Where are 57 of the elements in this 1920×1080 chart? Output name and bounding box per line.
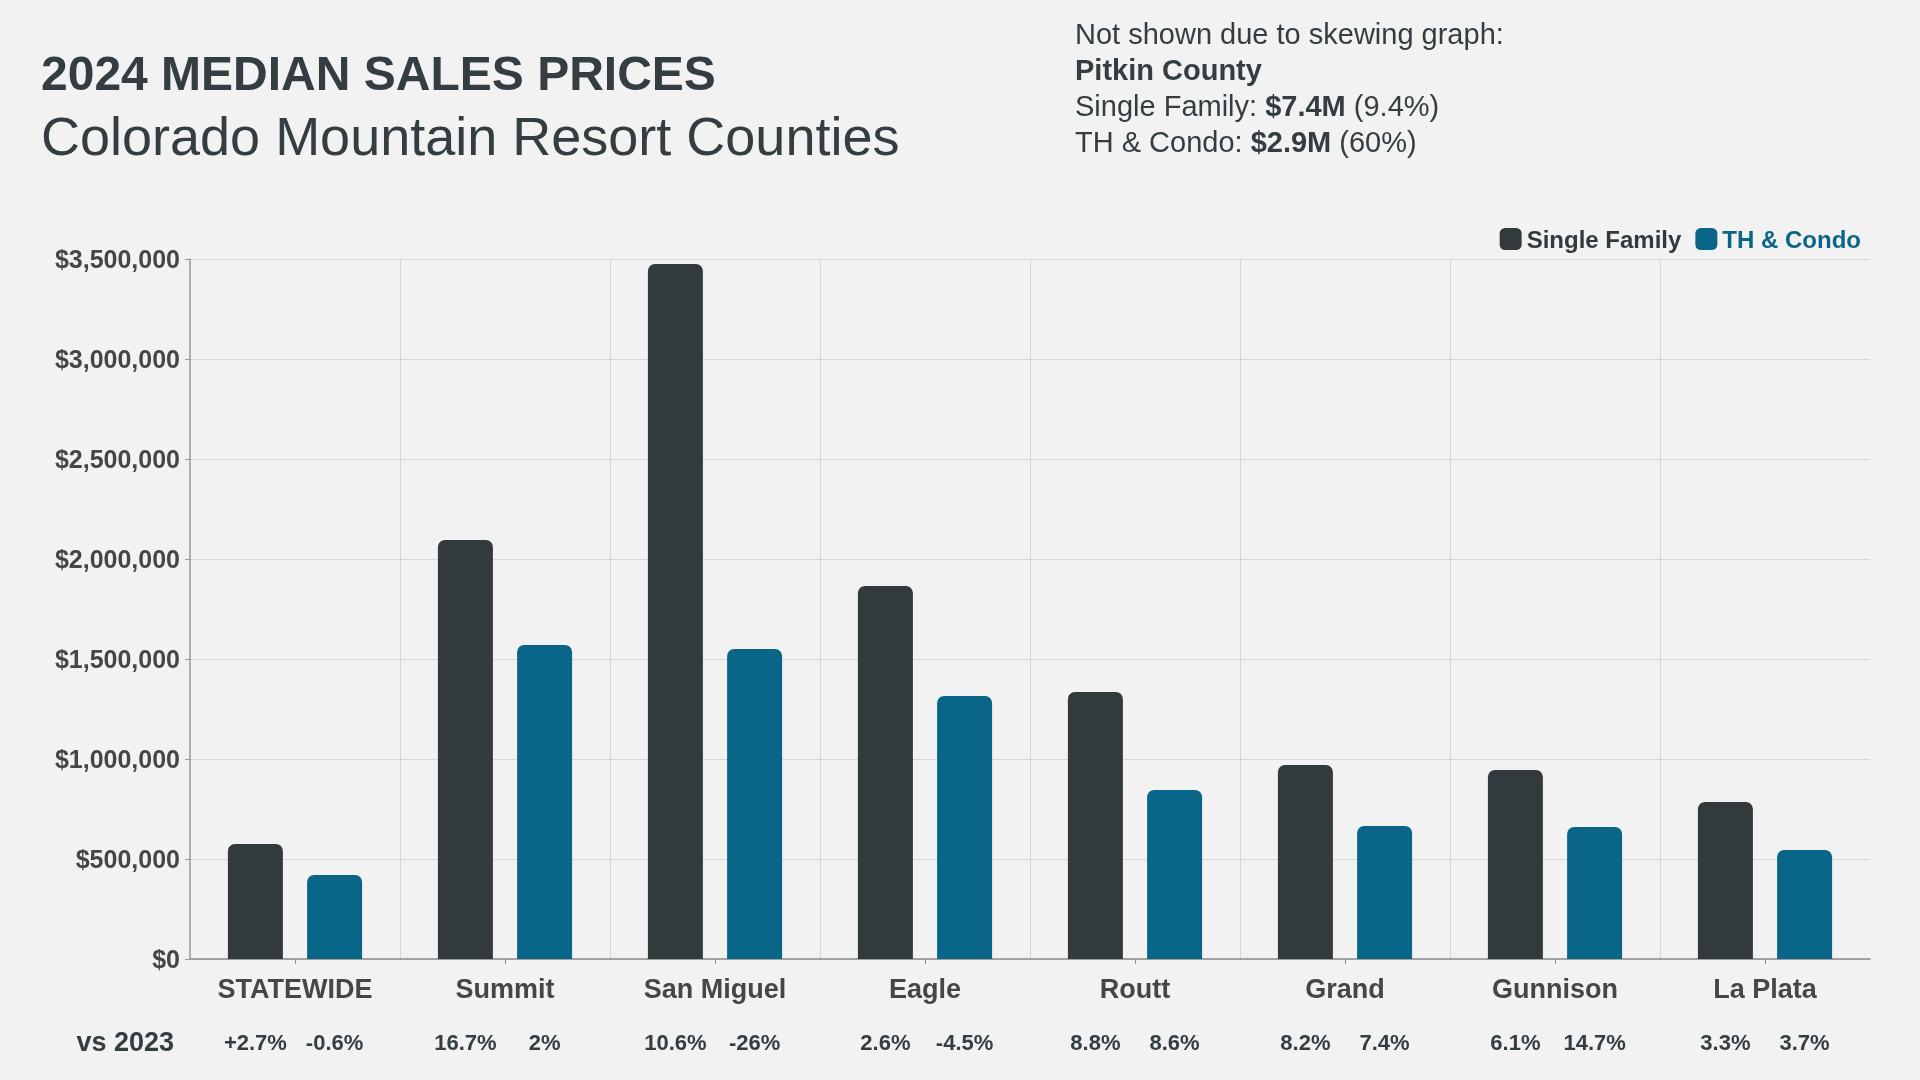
text: 8.2% — [1280, 1029, 1331, 1055]
text: 14.7% — [1563, 1029, 1626, 1055]
x-tick-label: San Miguel — [643, 973, 787, 1004]
text: 8.6% — [1149, 1029, 1200, 1055]
text: +2.7% — [223, 1029, 287, 1055]
text: 3.7% — [1779, 1029, 1830, 1055]
x-tick-label: La Plata — [1713, 973, 1818, 1004]
text: 6.1% — [1490, 1029, 1541, 1055]
bar — [1277, 765, 1333, 959]
text: vs 2023 — [76, 1027, 174, 1057]
x-tick-label: Eagle — [888, 973, 962, 1004]
chart-title: 2024 MEDIAN SALES PRICES — [41, 46, 716, 100]
y-tick-label: $3,000,000 — [54, 345, 180, 373]
y-tick-label: $1,000,000 — [54, 745, 180, 773]
chart-subtitle: Colorado Mountain Resort Counties — [41, 106, 900, 166]
x-tick-label: Gunnison — [1492, 973, 1618, 1004]
y-tick-label: $2,500,000 — [54, 445, 180, 473]
x-tick-label: Grand — [1305, 973, 1385, 1004]
bar — [1567, 827, 1623, 959]
text: 2.6% — [860, 1029, 911, 1055]
bar — [1697, 802, 1753, 959]
bar — [1147, 790, 1203, 959]
text: 8.8% — [1070, 1029, 1121, 1055]
y-tick-label: $0 — [152, 945, 180, 973]
y-tick-label: $3,500,000 — [54, 245, 180, 273]
bar — [647, 264, 703, 959]
bar — [517, 645, 573, 959]
bar — [227, 844, 283, 959]
y-tick-label: $500,000 — [75, 845, 180, 873]
bar — [1067, 692, 1123, 959]
bar — [937, 696, 993, 959]
x-tick-label: STATEWIDE — [217, 973, 373, 1004]
text: 7.4% — [1359, 1029, 1410, 1055]
text: 16.7% — [434, 1029, 497, 1055]
text: 3.3% — [1700, 1029, 1751, 1055]
x-tick-label: Summit — [455, 973, 555, 1004]
x-tick-label: Routt — [1099, 973, 1171, 1004]
bar — [1357, 826, 1413, 959]
bar — [437, 540, 493, 959]
text: 10.6% — [644, 1029, 707, 1055]
text: -0.6% — [305, 1029, 364, 1055]
text: Pitkin County — [1075, 54, 1262, 86]
text: 2% — [528, 1029, 561, 1055]
y-tick-label: $2,000,000 — [54, 545, 180, 573]
legend-label: Single Family — [1526, 225, 1683, 253]
bar — [857, 586, 913, 959]
legend-label: TH & Condo — [1722, 225, 1862, 253]
text: Not shown due to skewing graph: — [1075, 18, 1504, 50]
y-tick-label: $1,500,000 — [54, 645, 180, 673]
bar — [727, 649, 783, 959]
text: Single Family: $7.4M (9.4%) — [1075, 90, 1440, 122]
bar — [307, 875, 363, 959]
text: -26% — [728, 1029, 781, 1055]
bar — [1487, 770, 1543, 959]
text: -4.5% — [935, 1029, 994, 1055]
bar — [1777, 850, 1833, 959]
text: TH & Condo: $2.9M (60%) — [1075, 126, 1417, 158]
